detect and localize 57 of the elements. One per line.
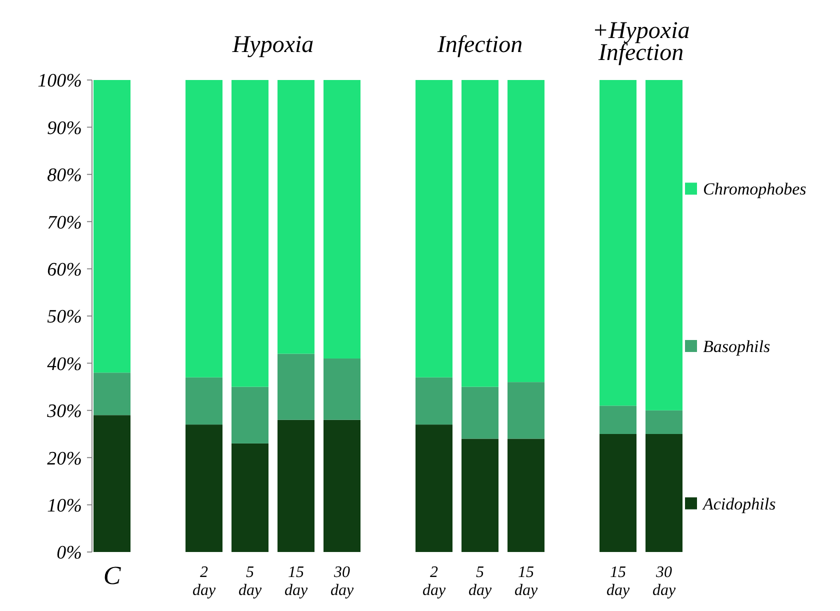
- text: Infection: [436, 32, 523, 58]
- y-tick-label: 30%: [46, 401, 82, 422]
- y-tick-label: 100%: [38, 70, 82, 92]
- bar: [508, 438, 544, 552]
- bar: [232, 80, 268, 387]
- x-tick-label: 2 day: [422, 564, 446, 599]
- x-tick-label: 30 day: [330, 564, 354, 599]
- text: Hypoxia: [231, 32, 314, 58]
- bar: [462, 386, 498, 439]
- bar: [278, 420, 314, 552]
- bar: [600, 80, 636, 406]
- bar: [324, 80, 360, 358]
- bar: [600, 434, 636, 552]
- bar: [186, 377, 222, 425]
- bar: [646, 434, 682, 552]
- bar: [186, 80, 222, 378]
- bar: [94, 372, 130, 416]
- y-tick-label: 40%: [47, 354, 82, 375]
- bar: [416, 377, 452, 425]
- bar: [278, 354, 314, 420]
- x-tick-label: 30 day: [652, 564, 676, 599]
- bar: [416, 80, 452, 378]
- legend-label: Acidophils: [702, 494, 776, 514]
- bar: [508, 382, 544, 439]
- bar: [508, 80, 544, 382]
- y-tick-label: 20%: [47, 448, 82, 470]
- x-tick-label: 15 day: [514, 564, 538, 599]
- bar: [462, 438, 498, 552]
- bar: [646, 80, 682, 410]
- legend-label: Chromophobes: [703, 180, 807, 199]
- y-tick-label: 0%: [56, 542, 82, 564]
- text: +Hypoxia Infection: [592, 18, 690, 66]
- bar: [232, 443, 268, 552]
- bar: [278, 80, 314, 354]
- bar: [646, 410, 682, 434]
- x-tick-label: 15 day: [606, 564, 630, 599]
- bar: [462, 80, 498, 387]
- x-tick-label: 2 day: [192, 564, 216, 599]
- bar: [324, 358, 360, 420]
- y-tick-label: 10%: [47, 495, 82, 516]
- legend-label: Basophils: [703, 336, 770, 356]
- x-tick-label: 5 day: [468, 564, 492, 599]
- x-tick-label: C: [103, 561, 122, 590]
- y-tick-label: 70%: [47, 212, 82, 234]
- y-tick-label: 60%: [47, 259, 82, 280]
- x-tick-label: 5 day: [238, 564, 262, 599]
- bar: [186, 424, 222, 552]
- bar: [94, 80, 130, 373]
- bar: [94, 415, 130, 552]
- bar: [416, 424, 452, 552]
- bar: [324, 420, 360, 552]
- y-tick-label: 80%: [47, 165, 82, 186]
- x-tick-label: 15 day: [284, 564, 308, 599]
- bar: [600, 406, 636, 434]
- bar: [232, 386, 268, 444]
- y-tick-label: 90%: [47, 118, 82, 139]
- y-tick-label: 50%: [47, 306, 82, 328]
